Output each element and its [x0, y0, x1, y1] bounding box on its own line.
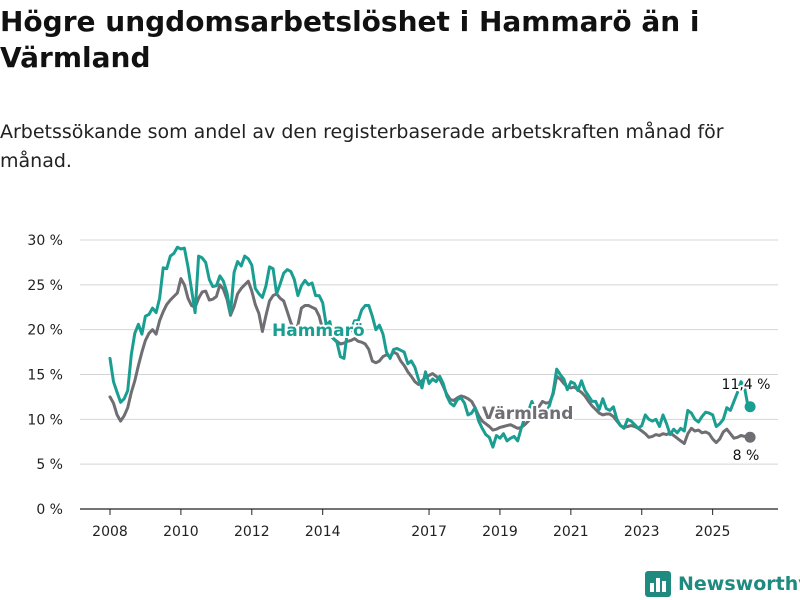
- x-tick-label: 2014: [305, 524, 341, 540]
- end-point-varmland: [744, 431, 756, 443]
- x-tick-label: 2017: [411, 524, 447, 540]
- brand-name: Newsworthy: [678, 573, 800, 595]
- series-labels: Hammarö Värmland 11,4 % 8 %: [270, 319, 772, 466]
- y-tick-label: 10 %: [27, 412, 63, 428]
- x-tick-label: 2021: [553, 524, 589, 540]
- y-tick-label: 20 %: [27, 323, 63, 339]
- x-tick-label: 2008: [92, 524, 128, 540]
- y-tick-label: 15 %: [27, 368, 63, 384]
- y-tick-label: 5 %: [36, 457, 63, 473]
- end-point-hammaro: [744, 401, 756, 413]
- series-lines: [108, 245, 756, 449]
- chart-title: Högre ungdomsarbetslöshet i Hammarö än i…: [0, 5, 700, 74]
- x-tick-label: 2012: [234, 524, 270, 540]
- y-axis-ticks: 0 % 5 % 10 % 15 % 20 % 25 % 30 %: [27, 233, 63, 518]
- x-tick-label: 2023: [624, 524, 660, 540]
- x-tick-label: 2010: [163, 524, 199, 540]
- y-tick-label: 30 %: [27, 233, 63, 249]
- series-label-hammaro: Hammarö: [272, 321, 365, 341]
- brand-logo: Newsworthy: [645, 568, 800, 600]
- x-axis: 2008 2010 2012 2014 2017 2019 2021 2023 2025: [92, 509, 730, 540]
- y-tick-label: 25 %: [27, 278, 63, 294]
- x-tick-label: 2025: [695, 524, 731, 540]
- chart-subtitle: Arbetssökande som andel av den registerb…: [0, 121, 724, 172]
- series-label-varmland: Värmland: [482, 404, 573, 424]
- y-tick-label: 0 %: [36, 502, 63, 518]
- series-line-varmland: [108, 277, 750, 445]
- end-value-label-varmland: 8 %: [733, 448, 760, 464]
- end-value-label-hammaro: 11,4 %: [722, 377, 771, 393]
- bar-chart-icon: [645, 571, 671, 597]
- x-tick-label: 2019: [482, 524, 518, 540]
- series-line-hammaro: [108, 245, 750, 449]
